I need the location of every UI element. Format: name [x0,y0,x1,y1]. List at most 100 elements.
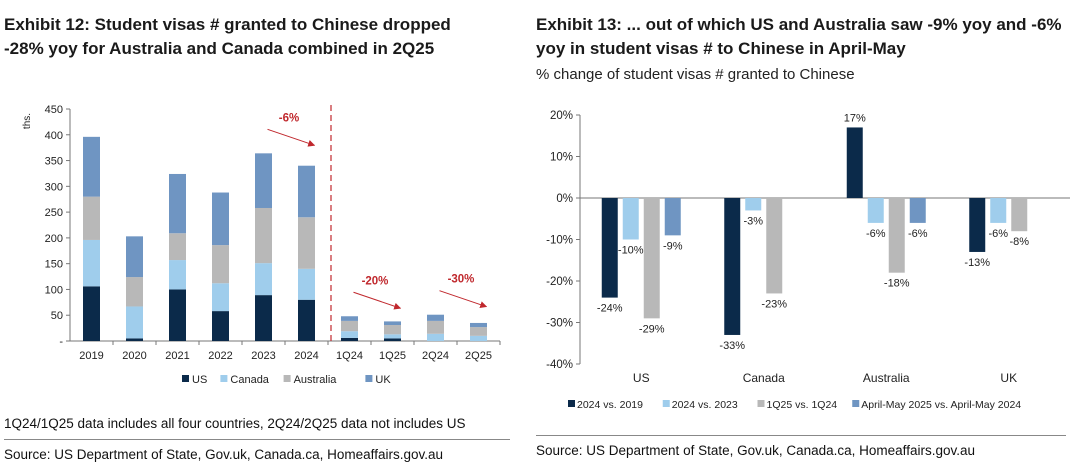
exhibit-13-divider [536,435,1066,436]
bar-segment-uk [427,314,444,321]
legend-swatch [220,375,228,382]
legend-label: Canada [230,374,269,386]
change-annotation: -20% [362,275,389,287]
bar-segment-uk [298,165,315,218]
bar-segment-uk [255,153,272,208]
exhibit-13-title: Exhibit 13: ... out of which US and Aust… [536,13,1062,61]
bar-segment-uk [341,316,358,321]
bar-segment-canada [126,306,143,339]
exhibit-12-panel: Exhibit 12: Student visas # granted to C… [0,0,520,468]
bar-segment-canada [341,331,358,338]
x-tick-label: 2Q25 [465,350,492,362]
y-tick-label: 0% [556,193,573,205]
x-tick-label: 2021 [165,350,189,362]
y-tick-label: 450 [45,104,63,116]
exhibit-12-title-line1: Exhibit 12: Student visas # granted to C… [4,15,451,34]
data-label: -8% [1009,236,1029,248]
bar-segment-australia [384,325,401,335]
data-label: -23% [761,298,787,310]
legend-swatch [757,400,765,407]
bar-segment-canada [427,333,444,341]
exhibit-12-title: Exhibit 12: Student visas # granted to C… [4,13,451,61]
y-tick-label: -10% [546,235,573,247]
exhibit-13-title-line2: yoy in student visas # to Chinese in Apr… [536,39,906,58]
x-tick-label: Australia [863,371,910,385]
bar-1 [745,198,762,211]
bar-segment-canada [169,260,186,290]
bar-segment-uk [470,322,487,328]
y-tick-label: 50 [51,310,63,322]
change-arrow [439,290,488,308]
bar-3 [909,198,926,223]
bar-2 [888,198,905,273]
data-label: -9% [663,240,683,252]
exhibit-12-title-line2: -28% yoy for Australia and Canada combin… [4,39,435,58]
legend-label: UK [375,374,391,386]
data-label: -13% [964,257,990,269]
bar-segment-australia [470,327,487,336]
exhibit-12-footnote: 1Q24/1Q25 data includes all four countri… [4,416,466,431]
bar-0 [601,198,618,298]
change-arrow [267,128,316,147]
legend-label: Australia [294,374,338,386]
legend-label: April-May 2025 vs. April-May 2024 [861,399,1021,411]
bar-segment-australia [169,233,186,261]
x-tick-label: 1Q25 [379,350,406,362]
y-tick-label: 150 [45,259,63,271]
legend-swatch [662,400,670,407]
change-annotation: -30% [448,274,475,286]
bar-2 [643,198,660,319]
exhibit-12-source: Source: US Department of State, Gov.uk, … [4,447,443,462]
exhibit-13-panel: Exhibit 13: ... out of which US and Aust… [530,0,1080,468]
grouped-bar-chart: 20% 10% 0% -10% -20% -30% -40% -24% -10% -29% -9% U… [546,110,1070,411]
bar-segment-canada [470,335,487,341]
data-label: -6% [866,228,886,240]
bar-segment-uk [384,321,401,326]
bar-3 [664,198,681,236]
y-tick-label: - [59,336,63,348]
y-tick-label: 400 [45,130,63,142]
stacked-bar-chart: - 50 100 150 200 250 300 350 400 450 ths. 2019 2020 2… [22,104,501,386]
legend-swatch [365,375,373,382]
bar-segment-australia [83,196,100,240]
exhibit-12-divider [4,439,510,440]
bar-segment-australia [427,320,444,334]
bar-segment-us [169,289,186,341]
bar-segment-australia [341,320,358,332]
bar-1 [867,198,884,223]
exhibit-13-subtitle: % change of student visas # granted to C… [536,66,855,83]
y-tick-label: 100 [45,284,63,296]
bar-segment-uk [212,192,229,246]
bar-1 [990,198,1007,223]
bar-segment-us [255,295,272,341]
legend-swatch [852,400,860,407]
bar-segment-canada [255,263,272,296]
bar-segment-australia [255,207,272,264]
x-tick-label: 2Q24 [422,350,449,362]
data-label: -24% [597,303,623,315]
bar-0 [969,198,986,252]
bar-segment-australia [212,245,229,284]
x-tick-label: 2022 [208,350,232,362]
data-label: -10% [618,245,644,257]
y-tick-label: -40% [546,359,573,371]
bar-segment-us [126,338,143,341]
bar-segment-canada [83,239,100,287]
x-tick-label: 2019 [79,350,103,362]
bar-segment-canada [298,268,315,300]
y-tick-label: 200 [45,233,63,245]
bar-segment-canada [384,334,401,339]
x-tick-label: UK [1000,371,1017,385]
legend-label: 2024 vs. 2023 [672,399,738,411]
bar-2 [1011,198,1028,232]
y-tick-label: 350 [45,156,63,168]
bar-segment-australia [126,277,143,307]
bar-0 [724,198,741,335]
legend-label: US [192,374,207,386]
data-label: -3% [743,215,763,227]
bar-0 [846,127,863,198]
y-tick-label: 300 [45,181,63,193]
x-tick-label: 2024 [294,350,318,362]
data-label: -29% [639,323,665,335]
bar-1 [622,198,639,240]
